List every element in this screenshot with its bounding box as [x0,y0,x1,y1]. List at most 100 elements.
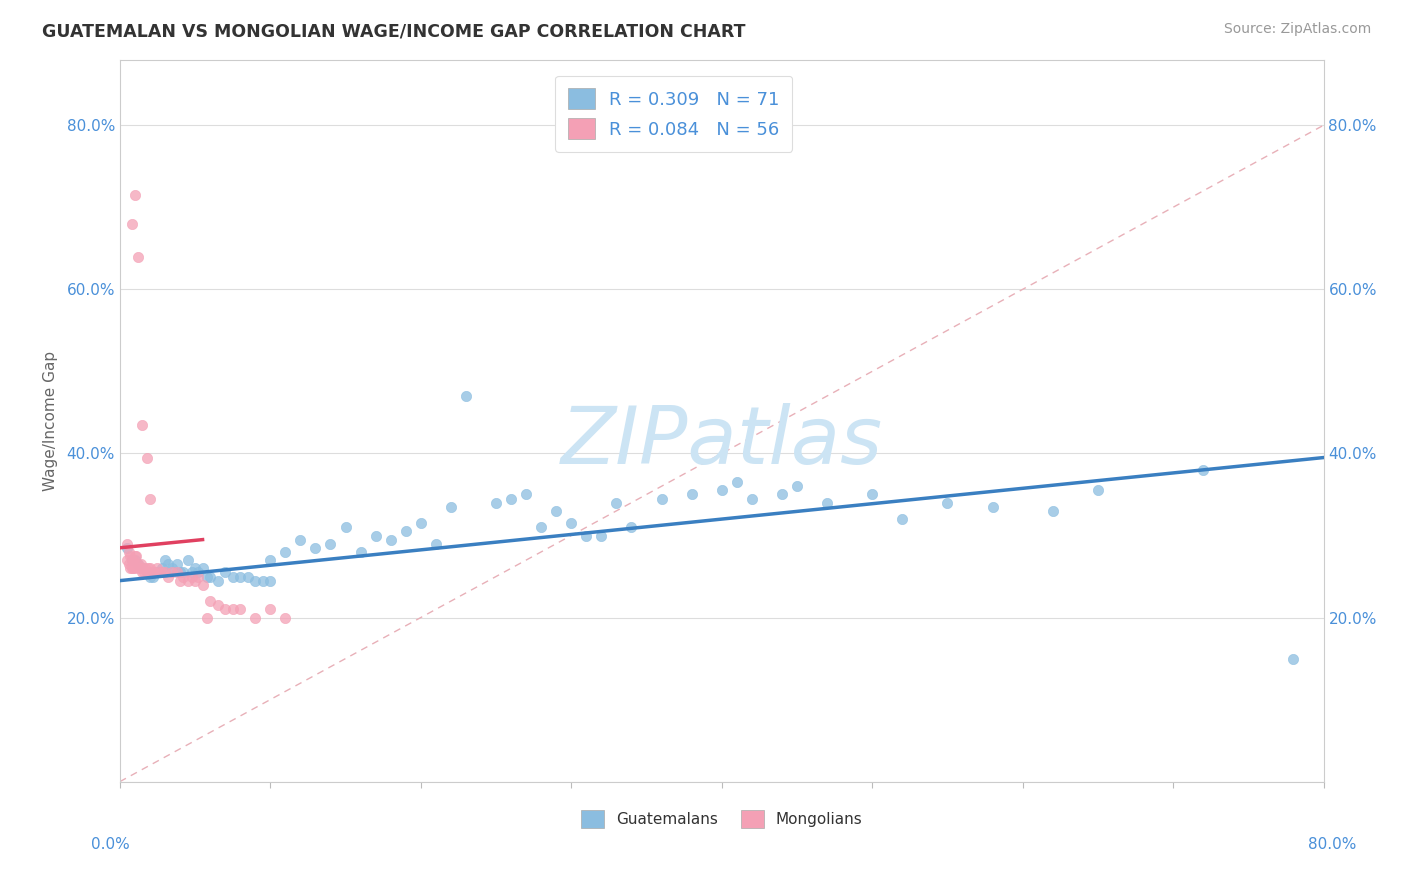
Point [681,487,703,501]
Point [162,566,184,580]
Point [125,549,148,563]
Point [195,610,218,624]
Point [127,250,149,264]
Point [530,520,553,534]
Point [191,561,214,575]
Point [181,566,204,580]
Point [121,553,143,567]
Point [142,566,165,580]
Point [335,520,357,534]
Point [124,549,146,563]
Point [135,450,157,465]
Point [122,561,145,575]
Point [176,553,198,567]
Point [236,569,259,583]
Point [117,537,139,551]
Point [166,566,188,580]
Point [891,512,914,526]
Point [139,561,162,575]
Point [710,483,733,498]
Point [214,602,236,616]
Point [319,537,342,551]
Point [650,491,672,506]
Point [128,561,150,575]
Point [166,558,188,572]
Point [395,524,418,539]
Point [1192,463,1215,477]
Point [591,528,613,542]
Point [425,537,447,551]
Point [153,566,176,580]
Point [191,578,214,592]
Point [274,545,297,559]
Point [786,479,808,493]
Point [122,553,145,567]
Point [1042,504,1064,518]
Point [440,500,463,514]
Point [259,574,281,588]
Point [546,504,568,518]
Point [349,545,371,559]
Point [770,487,793,501]
Point [454,389,477,403]
Point [139,566,162,580]
Point [134,561,156,575]
Point [131,417,153,432]
Point [135,566,157,580]
Point [409,516,432,531]
Point [169,574,191,588]
Point [150,566,173,580]
Point [198,569,221,583]
Point [118,545,141,559]
Point [229,569,252,583]
Point [156,569,179,583]
Point [146,566,169,580]
Point [304,541,326,555]
Point [132,566,155,580]
Point [139,569,162,583]
Point [120,561,142,575]
Point [129,558,152,572]
Point [142,569,165,583]
Point [515,487,537,501]
Point [485,496,508,510]
Y-axis label: Wage/Income Gap: Wage/Income Gap [44,351,58,491]
Point [274,610,297,624]
Point [499,491,522,506]
Point [184,561,207,575]
Text: 0.0%: 0.0% [91,837,131,852]
Point [221,602,243,616]
Point [252,574,274,588]
Point [124,561,146,575]
Point [184,574,207,588]
Point [605,496,627,510]
Point [153,553,176,567]
Point [229,602,252,616]
Point [127,558,149,572]
Point [936,496,959,510]
Point [118,558,141,572]
Point [127,558,149,572]
Point [176,574,198,588]
Point [214,566,236,580]
Point [198,594,221,608]
Text: Source: ZipAtlas.com: Source: ZipAtlas.com [1223,22,1371,37]
Text: ZIPatlas: ZIPatlas [561,403,883,482]
Legend: Guatemalans, Mongolians: Guatemalans, Mongolians [574,803,870,836]
Point [575,528,598,542]
Point [124,558,146,572]
Point [121,217,143,231]
Point [380,533,402,547]
Point [290,533,312,547]
Point [156,558,179,572]
Point [1282,651,1305,665]
Point [162,561,184,575]
Point [124,188,146,202]
Point [195,569,218,583]
Point [259,602,281,616]
Point [131,566,153,580]
Point [207,574,229,588]
Point [207,599,229,613]
Point [138,561,160,575]
Point [139,491,162,506]
